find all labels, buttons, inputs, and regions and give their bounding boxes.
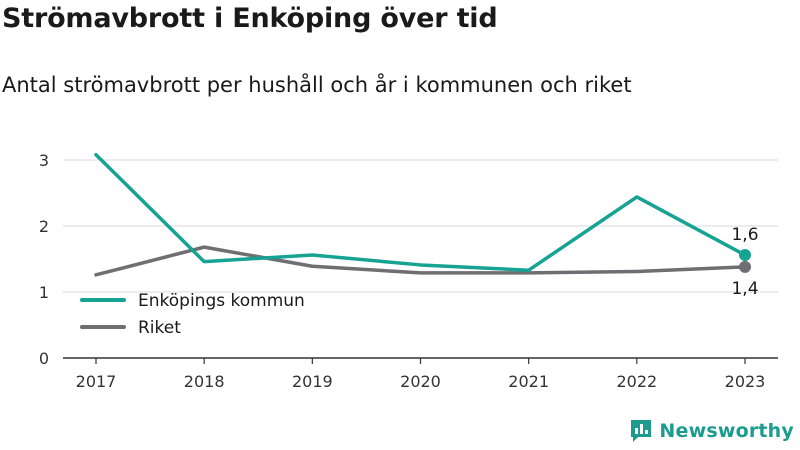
y-tick-label: 2 xyxy=(39,217,49,236)
newsworthy-logo-icon xyxy=(631,420,652,442)
legend-label: Riket xyxy=(138,318,181,338)
end-point xyxy=(739,249,751,262)
brand-name: Newsworthy xyxy=(659,420,794,442)
brand-logo: Newsworthy xyxy=(629,418,794,444)
x-tick-label: 2022 xyxy=(616,372,657,391)
series-line xyxy=(94,245,747,277)
end-point xyxy=(739,260,751,273)
y-tick-label: 3 xyxy=(39,151,49,170)
x-tick-label: 2019 xyxy=(292,372,333,391)
y-tick-label: 0 xyxy=(39,349,49,368)
y-tick-label: 1 xyxy=(39,283,49,302)
data-label: 1,4 xyxy=(731,279,758,299)
x-tick-label: 2023 xyxy=(725,372,766,391)
chart-subtitle: Antal strömavbrott per hushåll och år i … xyxy=(2,73,632,97)
legend-label: Enköpings kommun xyxy=(138,291,305,311)
x-tick-label: 2020 xyxy=(400,372,441,391)
data-label: 1,6 xyxy=(731,225,758,245)
x-tick-label: 2018 xyxy=(184,372,225,391)
x-tick-label: 2017 xyxy=(76,372,117,391)
x-tick-label: 2021 xyxy=(508,372,549,391)
chart-title: Strömavbrott i Enköping över tid xyxy=(2,3,498,34)
series-line xyxy=(94,152,747,272)
